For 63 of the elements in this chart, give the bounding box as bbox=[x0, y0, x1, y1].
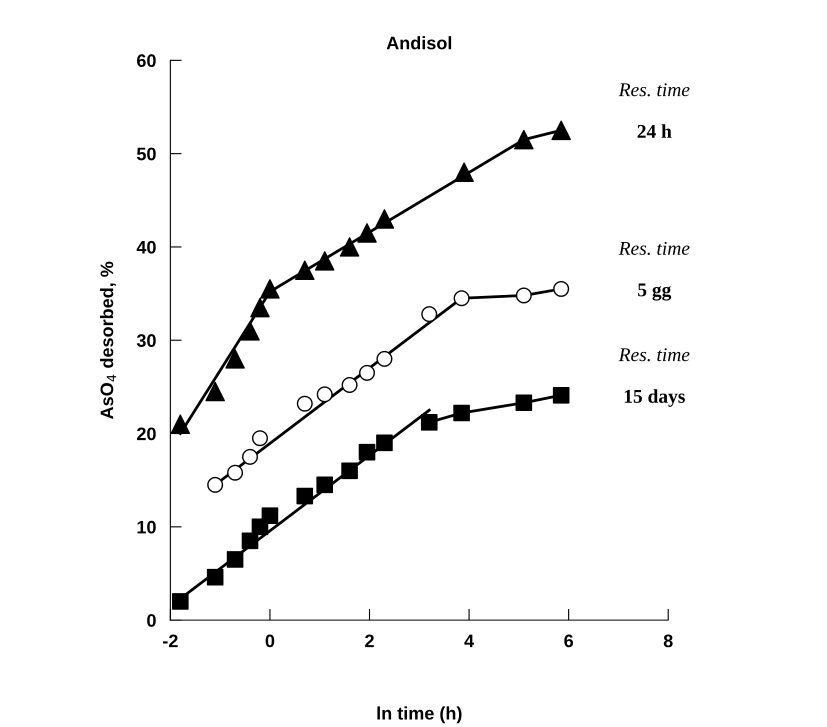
point bbox=[516, 287, 532, 304]
point bbox=[376, 434, 393, 452]
annotation: 5 gg bbox=[638, 283, 672, 301]
y-tick-label: 60 bbox=[137, 54, 156, 68]
y-tick-label: 0 bbox=[147, 614, 156, 627]
point bbox=[242, 448, 258, 465]
point bbox=[205, 382, 225, 402]
y-tick-label: 30 bbox=[136, 334, 156, 347]
y-axis-title: AsO$_{4}$ desorbed, % bbox=[100, 262, 116, 419]
x-axis-title: ln time (h) bbox=[377, 706, 462, 724]
point bbox=[252, 430, 268, 446]
x-tick-label: 6 bbox=[564, 634, 574, 648]
point bbox=[296, 488, 314, 504]
point bbox=[296, 396, 313, 412]
point bbox=[314, 251, 334, 271]
point bbox=[358, 444, 376, 460]
point bbox=[376, 350, 392, 367]
point bbox=[240, 321, 260, 341]
point bbox=[516, 394, 532, 412]
point bbox=[226, 551, 244, 568]
point bbox=[340, 237, 360, 257]
x-tick-label: 8 bbox=[664, 634, 673, 648]
y-tick-label: 10 bbox=[138, 520, 156, 534]
point bbox=[316, 386, 333, 402]
point bbox=[454, 290, 470, 306]
point bbox=[359, 364, 375, 381]
y-tick-label: 50 bbox=[136, 148, 156, 160]
point bbox=[260, 279, 280, 299]
x-tick-label: 0 bbox=[266, 634, 274, 648]
annotation: Res. time bbox=[618, 348, 690, 362]
point bbox=[552, 386, 570, 404]
point bbox=[172, 593, 189, 610]
point bbox=[242, 532, 258, 550]
point bbox=[207, 476, 224, 493]
annotation: Res. time bbox=[618, 242, 690, 255]
point bbox=[170, 414, 190, 434]
point bbox=[250, 298, 270, 318]
x-tick-label: -2 bbox=[163, 634, 178, 648]
point bbox=[341, 462, 358, 480]
point bbox=[420, 414, 438, 431]
y-tick-label: 40 bbox=[136, 240, 156, 254]
annotation: Res. time bbox=[618, 83, 690, 96]
point bbox=[514, 130, 534, 150]
point bbox=[421, 306, 438, 322]
point bbox=[374, 209, 394, 229]
point bbox=[227, 464, 244, 481]
y-tick-label: 20 bbox=[137, 427, 156, 440]
point bbox=[262, 507, 278, 524]
point bbox=[454, 162, 474, 182]
point bbox=[295, 260, 315, 280]
point bbox=[206, 568, 224, 586]
x-tick-label: 2 bbox=[365, 634, 374, 648]
point bbox=[551, 120, 571, 140]
annotation: 15 days bbox=[624, 389, 685, 407]
point bbox=[316, 476, 333, 494]
point bbox=[225, 349, 245, 369]
point bbox=[357, 223, 377, 243]
point bbox=[553, 280, 570, 297]
chart-title: Andisol bbox=[386, 36, 452, 50]
point bbox=[453, 404, 470, 422]
annotation: 24 h bbox=[638, 124, 672, 138]
x-tick-label: 4 bbox=[464, 634, 474, 648]
point bbox=[342, 377, 358, 393]
